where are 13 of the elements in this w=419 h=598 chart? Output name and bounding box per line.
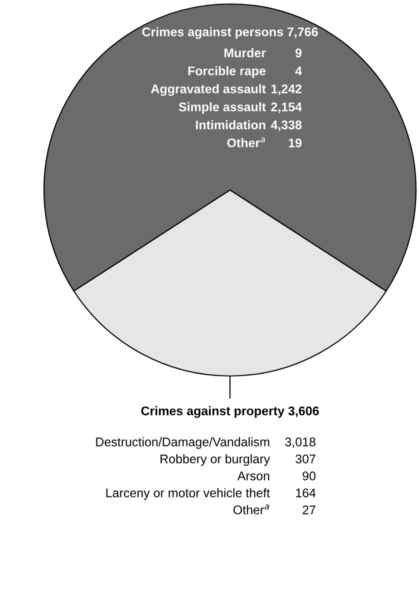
text: Simple assault 2,154 bbox=[178, 102, 302, 114]
text: Aggravated assault 1,242 bbox=[151, 84, 302, 96]
text: Murder 9 bbox=[224, 48, 302, 58]
text: Arson 90 bbox=[237, 472, 316, 480]
text: Destruction/Damage/Vandalism 3,018 bbox=[96, 437, 316, 449]
text: Robbery or burglary 307 bbox=[160, 454, 316, 466]
text: Other$^{a}$ 27 bbox=[233, 504, 316, 514]
slice-label: Crimes against property 3,606 bbox=[141, 406, 319, 418]
text: Larceny or motor vehicle theft 164 bbox=[106, 488, 316, 500]
text: Intimidation 4,338 bbox=[196, 120, 302, 132]
slice-label: Crimes against persons 7,766 bbox=[142, 27, 318, 39]
text: Other$^{a}$ 19 bbox=[227, 137, 302, 148]
text: Forcible rape 4 bbox=[188, 66, 302, 78]
